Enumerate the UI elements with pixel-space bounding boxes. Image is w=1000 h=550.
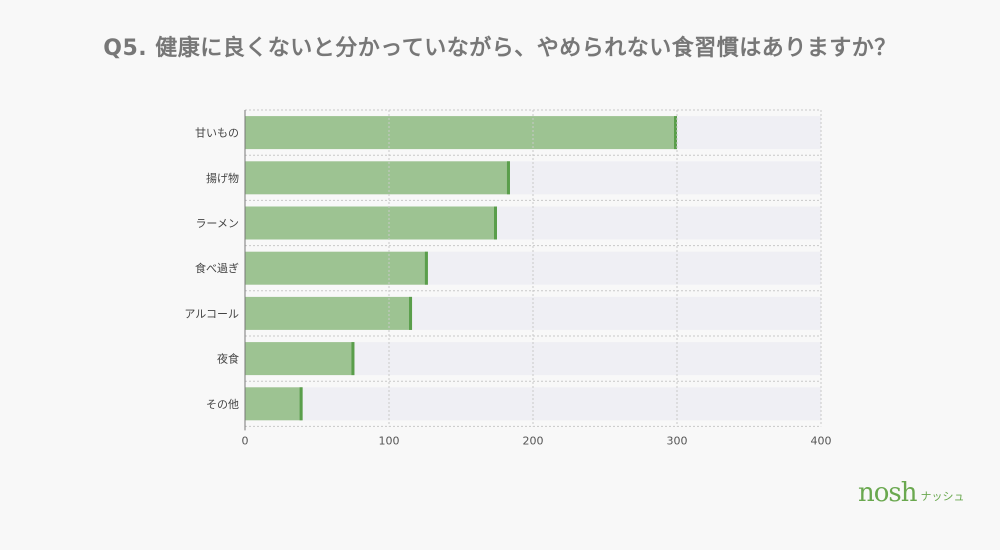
bar-3 — [245, 251, 428, 285]
bar-edge — [424, 251, 428, 285]
bar-edge — [409, 296, 413, 330]
category-label: 夜食 — [217, 352, 239, 366]
bar-1 — [245, 161, 510, 195]
bar-edge — [494, 206, 497, 240]
bar-0 — [245, 116, 677, 150]
category-label: 食べ過ぎ — [195, 261, 239, 275]
chart-title: Q5. 健康に良くないと分かっていながら、やめられない食習慣はありますか？ — [103, 36, 897, 61]
bar-2 — [245, 206, 497, 240]
category-label: その他 — [206, 398, 239, 411]
nosh-logo: nosh ナッシュ — [858, 480, 965, 506]
category-label: 甘いもの — [195, 127, 239, 140]
bar-6 — [245, 387, 303, 421]
x-tick-label: 200 — [523, 434, 544, 447]
logo-main-text: nosh — [858, 478, 917, 508]
x-tick-label: 100 — [379, 434, 400, 447]
x-tick-label: 400 — [811, 434, 832, 447]
category-label: ラーメン — [195, 217, 239, 230]
bar-4 — [245, 296, 413, 330]
bar-edge — [351, 342, 355, 376]
category-label: 揚げ物 — [206, 171, 239, 185]
x-tick-label: 0 — [242, 434, 249, 447]
logo-sub-text: ナッシュ — [920, 490, 965, 503]
bar-edge — [506, 161, 510, 195]
bar-edge — [299, 387, 303, 421]
bar-5 — [245, 342, 355, 376]
x-tick-label: 300 — [667, 434, 688, 447]
bar-edge — [674, 116, 677, 150]
category-label: アルコール — [184, 307, 239, 320]
